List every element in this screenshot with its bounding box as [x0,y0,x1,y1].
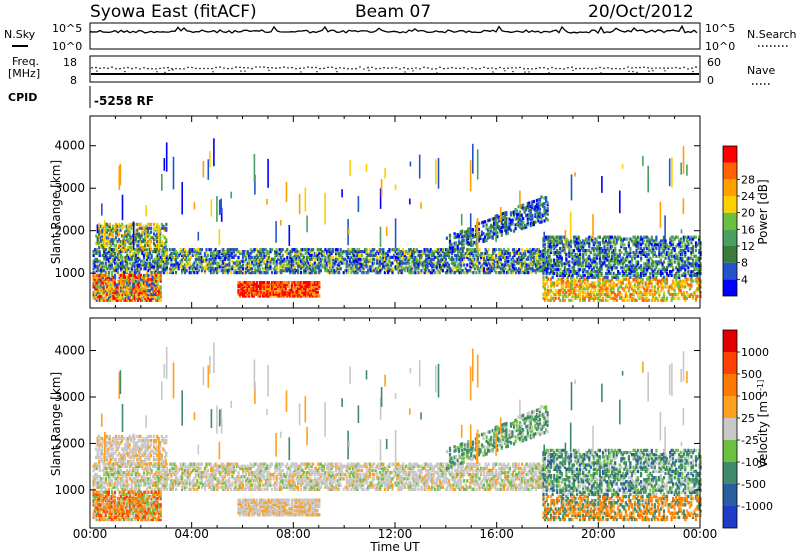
colorbar-tick-label: 4 [741,273,748,286]
nsearch-top-tick: 10^5 [705,22,735,35]
x-axis-label: Time UT [369,540,420,554]
colorbar-tick-label: -500 [741,478,766,491]
colorbar-tick-label: 1000 [741,346,769,359]
x-tick-label: 08:00 [276,527,311,541]
y-tick-label: 4000 [54,139,85,153]
nave-top-tick: 60 [707,56,721,69]
colorbar-tick-label: 16 [741,223,755,236]
y-tick-label: 2000 [54,436,85,450]
x-tick-label: 00:00 [683,527,718,541]
colorbar-swatch [723,418,737,440]
colorbar-swatch [723,352,737,374]
colorbar-tick-label: 100 [741,390,762,403]
nsearch-label: N.Search [747,28,797,41]
colorbar-swatch [723,440,737,462]
colorbar-swatch [723,146,737,163]
nsky-top-tick: 10^5 [52,22,82,35]
colorbar-swatch [723,330,737,352]
nave-dots [91,66,697,74]
x-tick-label: 12:00 [378,527,413,541]
colorbar-tick-label: -1000 [741,500,773,513]
velocity-colorbar-label: Velocity [m s-1] [756,380,771,468]
cpid-label: CPID [8,91,37,104]
cpid-value: -5258 RF [94,94,154,108]
date-title: 20/Oct/2012 [588,2,694,22]
nave-bottom-tick: 0 [707,74,714,87]
colorbar-swatch [723,196,737,213]
power-colorbar-label: Power [dB] [756,179,770,244]
velocity-ylabel: Slant Range [km] [49,372,63,476]
colorbar-tick-label: 25 [741,412,755,425]
freq-unit: [MHz] [8,67,40,80]
colorbar-tick-label: 500 [741,368,762,381]
y-tick-label: 1000 [54,483,85,497]
power-scatter [92,138,702,302]
nsky-panel [89,22,701,50]
colorbar-swatch [723,212,737,230]
velocity-colorbar: 1000 500 100 25 -25 -100 -500 -1000 [722,329,773,529]
colorbar-swatch [723,262,737,280]
colorbar-tick-label: -25 [741,434,759,447]
beam-title: Beam 07 [355,2,431,22]
y-tick-label: 4000 [54,344,85,358]
nsky-label: N.Sky [4,28,36,41]
x-tick-labels: 00:00 04:00 08:00 12:00 16:00 20:00 00:00 [73,527,718,541]
y-tick-label: 1000 [54,266,85,280]
power-ylabel: Slant Range [km] [49,160,63,264]
colorbar-tick-label: -100 [741,456,766,469]
colorbar-swatch [723,279,737,296]
x-tick-label: 16:00 [479,527,514,541]
colorbar-tick-label: 24 [741,190,755,203]
colorbar-swatch [723,229,737,246]
x-tick-label: 00:00 [73,527,108,541]
colorbar-tick-label: 28 [741,173,755,186]
power-colorbar: 4 8 12 16 20 24 28 [722,145,755,297]
velocity-axes: 1000 2000 3000 4000 [54,318,701,528]
colorbar-swatch [723,506,737,528]
x-tick-label: 04:00 [174,527,209,541]
x-tick-label: 20:00 [581,527,616,541]
nsky-trace [90,24,698,35]
colorbar-tick-label: 8 [741,257,748,270]
y-tick-label: 3000 [54,390,85,404]
freq-bottom-tick: 8 [70,74,77,87]
colorbar-swatch [723,179,737,196]
y-tick-label: 3000 [54,181,85,195]
nave-label: Nave [747,64,775,77]
power-axes: 1000 2000 3000 4000 [54,116,701,308]
colorbar-swatch [723,462,737,484]
velocity-scatter [92,342,702,522]
freq-panel [89,55,701,83]
freq-top-tick: 18 [63,56,77,69]
colorbar-swatch [723,396,737,418]
colorbar-swatch [723,162,737,180]
colorbar-tick-label: 12 [741,240,755,253]
colorbar-swatch [723,246,737,263]
nsky-bottom-tick: 10^0 [52,40,82,53]
colorbar-swatch [723,374,737,396]
freq-label: Freq. [12,55,39,68]
y-tick-label: 2000 [54,224,85,238]
nsearch-bottom-tick: 10^0 [705,40,735,53]
colorbar-swatch [723,484,737,506]
colorbar-tick-label: 20 [741,207,755,220]
station-title: Syowa East (fitACF) [90,2,257,22]
